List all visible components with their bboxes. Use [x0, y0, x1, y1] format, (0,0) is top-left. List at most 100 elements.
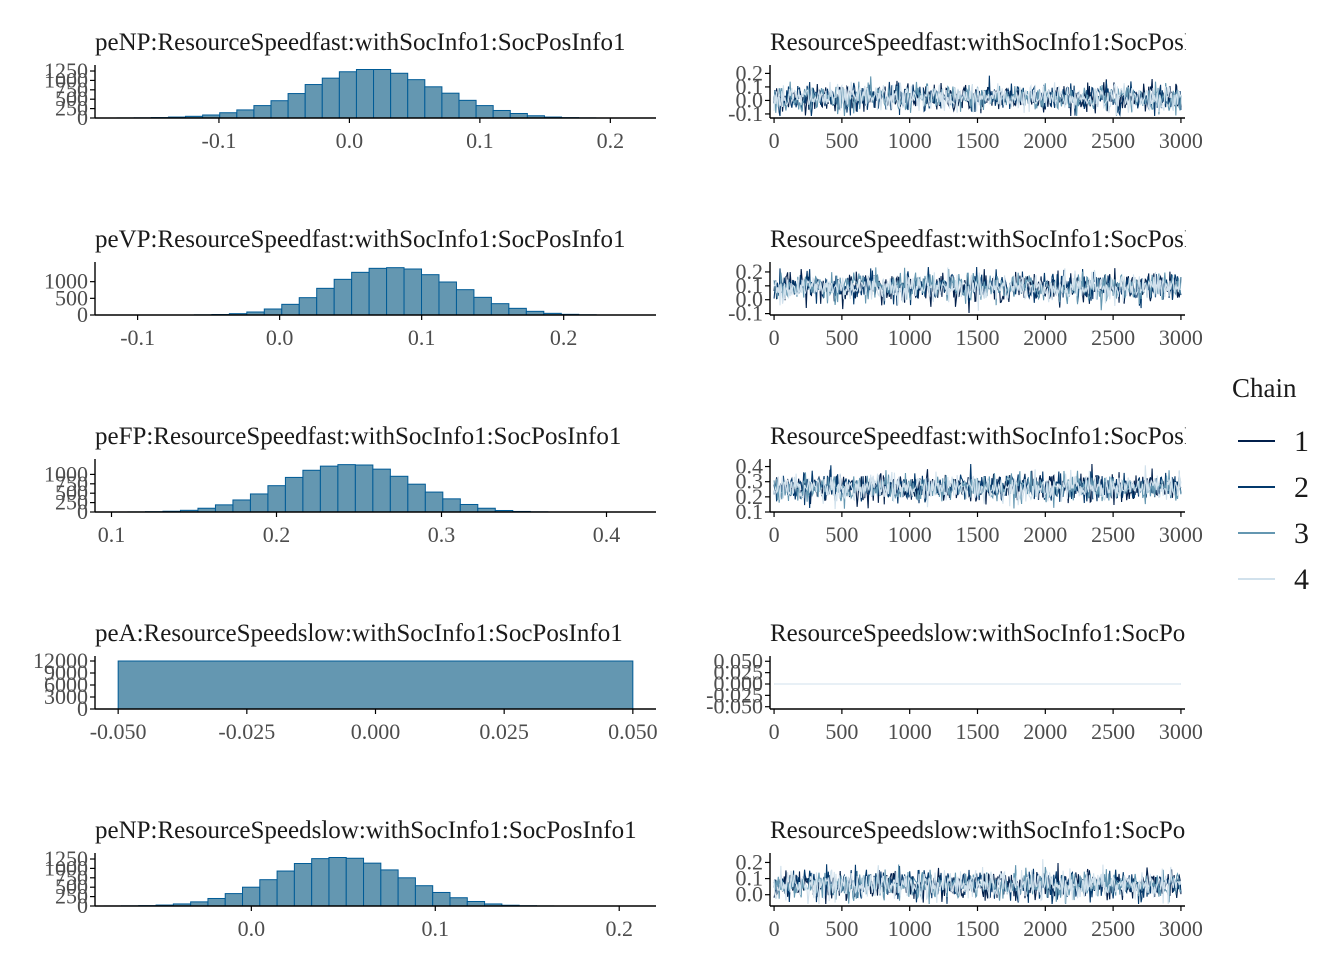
x-tick-label: 0.1 — [408, 325, 436, 350]
histogram-bars — [127, 464, 549, 513]
x-tick-label: 1500 — [956, 719, 1000, 744]
histogram-bar — [424, 86, 443, 119]
histogram-bar — [475, 105, 494, 119]
x-tick-label: 2500 — [1091, 916, 1135, 941]
x-tick-label: 0 — [769, 719, 780, 744]
y-tick-label: 0.0 — [736, 287, 764, 312]
x-tick-label: 1500 — [956, 128, 1000, 153]
x-tick-label: 0.050 — [608, 719, 658, 744]
y-tick-label: 250 — [55, 96, 88, 121]
trace-line-chain-4 — [773, 81, 1182, 116]
y-tick-label: 0 — [77, 696, 88, 721]
x-tick-label: 500 — [825, 719, 858, 744]
y-tick-label: 750 — [55, 865, 88, 890]
panel-grid: peNP:ResourceSpeedfast:withSocInfo1:SocP… — [33, 29, 1203, 941]
x-tick-label: 0.2 — [597, 128, 625, 153]
histogram-bar — [253, 105, 272, 119]
x-tick-label: 1500 — [956, 916, 1000, 941]
histogram-panel-3: peFP:ResourceSpeedfast:withSocInfo1:SocP… — [44, 423, 656, 547]
y-tick-label: 1000 — [44, 67, 88, 92]
trace-panel-2: ResourceSpeedfast:withSocInfo1:SocPosInf… — [728, 226, 1203, 350]
histogram-bar — [319, 465, 339, 513]
histogram-bar — [351, 271, 370, 316]
histogram-bars — [117, 660, 634, 710]
histogram-bar — [337, 464, 356, 513]
x-tick-label: 1000 — [888, 719, 932, 744]
y-tick-label: 9000 — [44, 660, 88, 685]
y-tick-label: 0.1 — [736, 866, 764, 891]
histogram-bar — [449, 897, 468, 907]
histogram-bar — [287, 93, 306, 119]
x-tick-label: 0.0 — [336, 128, 364, 153]
x-tick-label: 2000 — [1023, 916, 1067, 941]
x-tick-label: 0 — [769, 522, 780, 547]
y-tick-label: 1250 — [44, 846, 88, 871]
x-tick-label: 1000 — [888, 916, 932, 941]
histogram-bar — [267, 485, 286, 513]
y-tick-label: 250 — [55, 490, 88, 515]
histogram-panel-1: peNP:ResourceSpeedfast:withSocInfo1:SocP… — [44, 29, 656, 153]
x-tick-label: -0.1 — [202, 128, 237, 153]
x-tick-label: 1000 — [888, 325, 932, 350]
legend-entry-3: 3 — [1238, 517, 1309, 550]
legend-label: 2 — [1294, 471, 1309, 504]
y-tick-label: 0.2 — [736, 484, 764, 509]
y-tick-label: 500 — [55, 480, 88, 505]
x-tick-label: 0.000 — [351, 719, 401, 744]
panel-title: peNP:ResourceSpeedfast:withSocInfo1:SocP… — [95, 29, 625, 56]
x-tick-label: 0.2 — [263, 522, 291, 547]
histogram-bar — [345, 857, 365, 907]
legend-label: 3 — [1294, 517, 1309, 550]
y-tick-label: 500 — [55, 285, 88, 310]
y-tick-label: 0.2 — [736, 259, 764, 284]
y-tick-label: 3000 — [44, 684, 88, 709]
y-tick-label: 0 — [77, 302, 88, 327]
histogram-bar — [442, 498, 461, 513]
y-tick-label: 0.0 — [736, 87, 764, 112]
trace-panel-1: ResourceSpeedfast:withSocInfo1:SocPosInf… — [728, 29, 1203, 153]
histogram-bar — [224, 893, 244, 907]
x-tick-label: 1000 — [888, 128, 932, 153]
histogram-bar — [473, 296, 492, 316]
histogram-bar — [281, 303, 300, 316]
y-tick-label: 0.1 — [736, 74, 764, 99]
y-tick-label: 0.050 — [714, 648, 764, 673]
chain-legend: Chain 1 2 3 4 — [1232, 373, 1309, 596]
y-tick-label: 0.3 — [736, 469, 764, 494]
histogram-bar — [508, 307, 527, 316]
panel-title: peNP:ResourceSpeedslow:withSocInfo1:SocP… — [95, 817, 637, 844]
legend-entry-4: 4 — [1238, 563, 1309, 596]
histogram-bar — [455, 289, 475, 316]
y-tick-label: 0.1 — [736, 273, 764, 298]
y-tick-label: -0.1 — [728, 301, 763, 326]
histogram-bars — [193, 267, 597, 316]
panel-title: peVP:ResourceSpeedfast:withSocInfo1:SocP… — [95, 226, 625, 253]
x-tick-label: 2500 — [1091, 522, 1135, 547]
histogram-bar — [421, 274, 440, 316]
histogram-bar — [389, 475, 409, 513]
y-tick-label: 500 — [55, 86, 88, 111]
y-tick-label: 0 — [77, 499, 88, 524]
y-tick-label: 0.0 — [736, 882, 764, 907]
legend-title: Chain — [1232, 373, 1297, 403]
x-tick-label: 500 — [825, 916, 858, 941]
histogram-bar — [354, 464, 374, 513]
legend-label: 4 — [1294, 563, 1309, 596]
x-tick-label: 0.1 — [466, 128, 494, 153]
y-tick-label: 0.1 — [736, 499, 764, 524]
x-tick-label: 1500 — [956, 325, 1000, 350]
y-tick-label: 0 — [77, 893, 88, 918]
histogram-bar — [390, 72, 409, 119]
histogram-bar — [236, 109, 255, 119]
y-tick-label: 750 — [55, 77, 88, 102]
histogram-bar — [232, 499, 251, 513]
x-tick-label: -0.050 — [90, 719, 147, 744]
x-tick-label: 0.2 — [550, 325, 578, 350]
histogram-bar — [363, 862, 382, 907]
y-tick-label: -0.050 — [706, 694, 763, 719]
y-tick-label: 0.025 — [714, 660, 764, 685]
y-tick-label: 0.4 — [736, 454, 764, 479]
histogram-bar — [492, 109, 511, 119]
histogram-bar — [407, 483, 426, 513]
x-tick-label: 2500 — [1091, 325, 1135, 350]
